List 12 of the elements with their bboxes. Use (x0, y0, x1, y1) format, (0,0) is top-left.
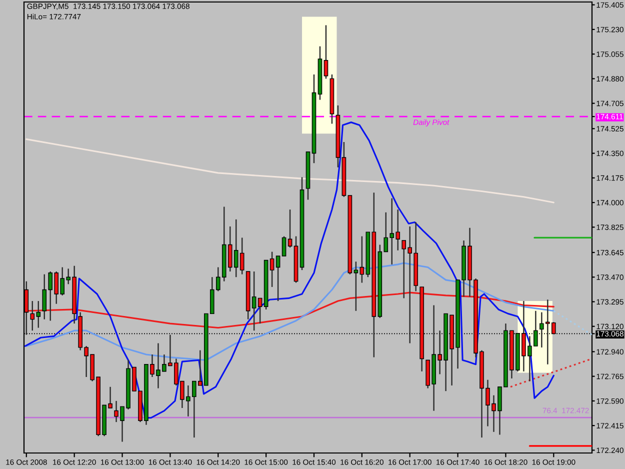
candlestick (282, 236, 286, 257)
line-series (26, 262, 554, 361)
candlestick (276, 255, 280, 302)
candlestick (288, 208, 292, 248)
candlestick (270, 251, 274, 288)
candlestick (252, 270, 256, 332)
candlestick (354, 261, 358, 312)
candlestick (240, 237, 244, 275)
candlestick (324, 24, 328, 80)
candlestick (258, 298, 262, 324)
line-series (26, 138, 554, 204)
candlestick (360, 236, 364, 284)
